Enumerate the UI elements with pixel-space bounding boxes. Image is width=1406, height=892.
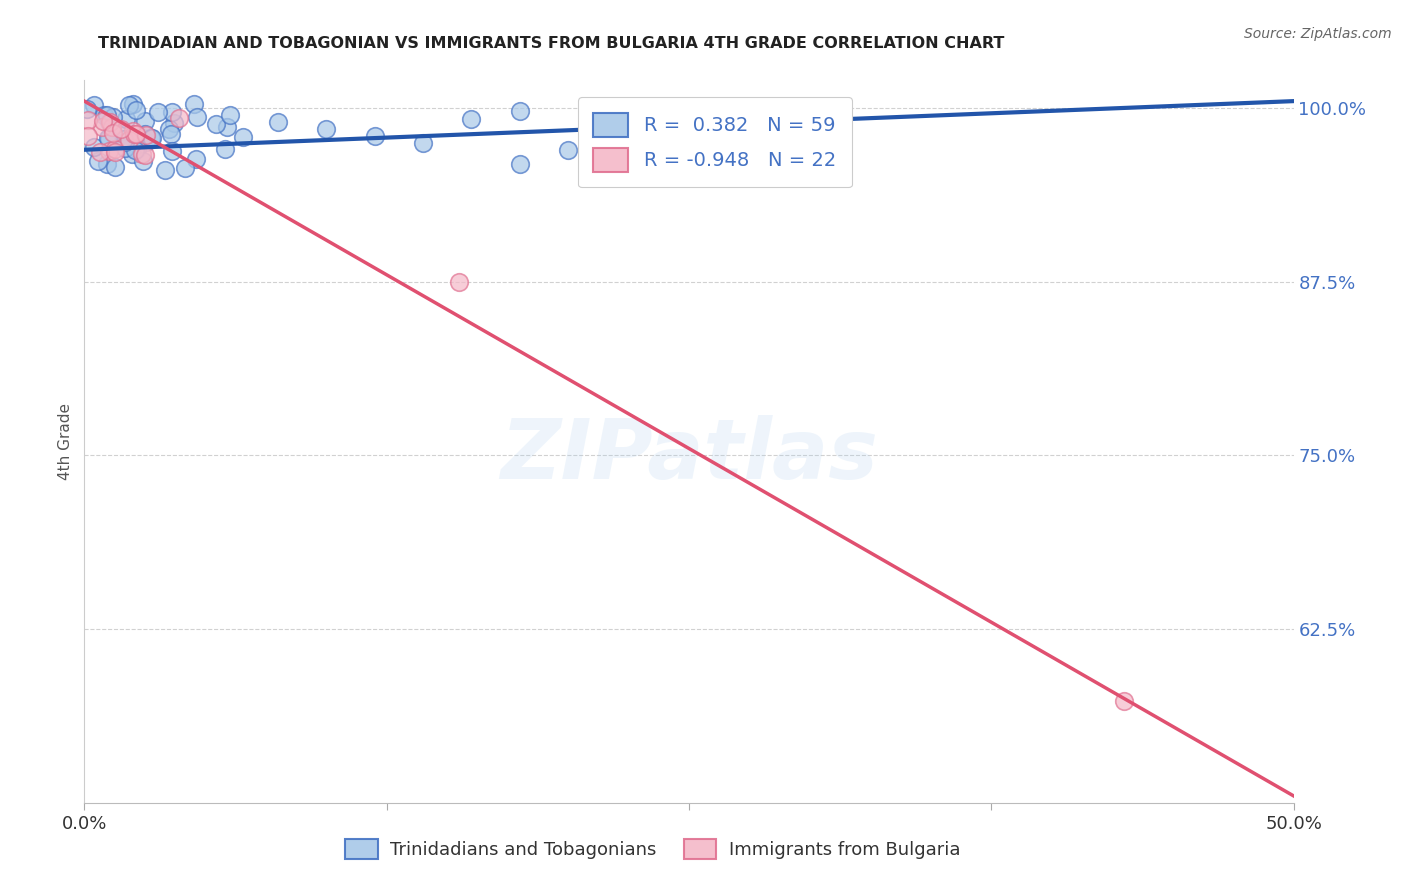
Point — [363, 128, 385, 143]
Point — [96, 157, 118, 171]
Point — [184, 152, 207, 166]
Point — [118, 133, 141, 147]
Point — [114, 135, 136, 149]
Point — [91, 120, 114, 134]
Point — [135, 135, 157, 149]
Point — [118, 98, 141, 112]
Point — [121, 147, 143, 161]
Point — [159, 128, 181, 142]
Point — [98, 115, 121, 129]
Point — [131, 146, 153, 161]
Point — [267, 115, 290, 129]
Point — [557, 143, 579, 157]
Point — [1114, 694, 1136, 708]
Point — [162, 145, 184, 159]
Point — [139, 130, 162, 145]
Point — [122, 124, 145, 138]
Point — [775, 163, 797, 178]
Point — [97, 115, 120, 129]
Point — [509, 156, 531, 170]
Point — [186, 110, 208, 124]
Point — [134, 148, 156, 162]
Point — [605, 128, 627, 143]
Point — [96, 108, 118, 122]
Point — [232, 129, 254, 144]
Point — [110, 122, 132, 136]
Point — [97, 130, 120, 145]
Point — [215, 120, 238, 134]
Point — [315, 122, 337, 136]
Y-axis label: 4th Grade: 4th Grade — [58, 403, 73, 480]
Point — [509, 103, 531, 118]
Point — [460, 112, 482, 127]
Point — [111, 128, 134, 142]
Text: ZIPatlas: ZIPatlas — [501, 416, 877, 497]
Point — [103, 160, 125, 174]
Text: Source: ZipAtlas.com: Source: ZipAtlas.com — [1244, 27, 1392, 41]
Point — [183, 97, 205, 112]
Point — [101, 110, 124, 124]
Point — [449, 275, 471, 289]
Point — [412, 136, 434, 150]
Point — [98, 144, 121, 158]
Point — [101, 120, 124, 134]
Point — [160, 104, 183, 119]
Point — [134, 127, 156, 141]
Point — [678, 118, 700, 132]
Text: TRINIDADIAN AND TOBAGONIAN VS IMMIGRANTS FROM BULGARIA 4TH GRADE CORRELATION CHA: TRINIDADIAN AND TOBAGONIAN VS IMMIGRANTS… — [98, 36, 1005, 51]
Point — [76, 102, 98, 116]
Point — [112, 131, 135, 145]
Point — [114, 141, 136, 155]
Point — [204, 117, 226, 131]
Point — [103, 127, 125, 141]
Point — [87, 154, 110, 169]
Point — [131, 154, 153, 169]
Point — [163, 116, 186, 130]
Point — [97, 132, 120, 146]
Point — [146, 105, 169, 120]
Point — [174, 161, 197, 175]
Point — [83, 139, 105, 153]
Point — [141, 131, 163, 145]
Point — [76, 129, 98, 144]
Point — [89, 145, 111, 160]
Point — [605, 136, 627, 150]
Point — [214, 142, 236, 156]
Point — [219, 108, 242, 122]
Point — [76, 112, 98, 127]
Point — [125, 103, 148, 117]
Point — [115, 112, 138, 126]
Point — [157, 122, 180, 136]
Point — [122, 96, 145, 111]
Point — [83, 98, 105, 112]
Point — [135, 128, 157, 142]
Point — [799, 103, 821, 118]
Point — [93, 114, 115, 128]
Point — [125, 142, 148, 156]
Legend: Trinidadians and Tobagonians, Immigrants from Bulgaria: Trinidadians and Tobagonians, Immigrants… — [337, 831, 967, 866]
Point — [124, 127, 146, 141]
Point — [93, 108, 115, 122]
Point — [104, 145, 127, 160]
Point — [167, 111, 190, 125]
Point — [751, 150, 773, 164]
Point — [153, 163, 176, 178]
Point — [134, 114, 156, 128]
Point — [124, 143, 146, 157]
Point — [122, 128, 145, 142]
Point — [104, 142, 127, 156]
